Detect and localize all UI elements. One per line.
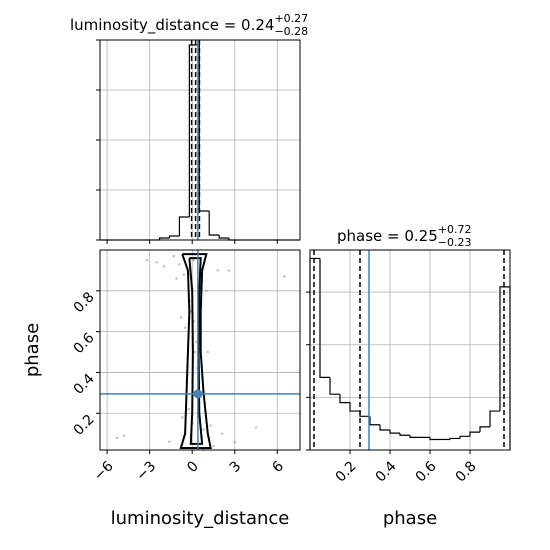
- x-tick-label: 3: [227, 458, 245, 476]
- hist-step: [499, 286, 511, 450]
- sample-point: [183, 326, 187, 329]
- x-tick-label: 0.8: [453, 458, 480, 485]
- sample-point: [193, 350, 197, 354]
- x-tick-label: 0.6: [413, 458, 440, 485]
- hist-step: [158, 237, 170, 240]
- hist-step: [218, 235, 230, 239]
- y-tick-label: 0.4: [71, 371, 98, 398]
- hist-step: [319, 258, 330, 378]
- sample-point: [205, 289, 208, 293]
- hist-step: [329, 377, 340, 395]
- hist-step: [469, 431, 480, 437]
- sample-point: [172, 254, 176, 258]
- sample-point: [209, 424, 212, 427]
- sample-point: [168, 440, 171, 444]
- sample-point: [220, 432, 224, 435]
- x-tick-label: 0.2: [333, 458, 360, 485]
- x-tick-label: −3: [133, 458, 159, 484]
- hist-step: [409, 435, 420, 438]
- hist-step: [449, 437, 460, 440]
- sample-point: [202, 428, 205, 431]
- sample-point: [178, 262, 181, 266]
- title-main: phase = 0.25: [337, 227, 438, 245]
- panel-title: luminosity_distance = 0.24+0.27 −0.28: [70, 12, 308, 38]
- hist-step: [389, 430, 400, 434]
- sample-point: [179, 316, 183, 319]
- contour: [179, 253, 212, 449]
- hist-step: [339, 394, 350, 404]
- y-axis-label: phase: [22, 323, 43, 377]
- hist-step: [399, 433, 410, 436]
- hist-step: [489, 410, 500, 427]
- sample-point: [175, 277, 178, 280]
- sample-point: [187, 407, 190, 411]
- sample-point: [145, 258, 149, 262]
- hist-step: [208, 211, 220, 236]
- hist-step: [459, 435, 470, 439]
- hist-step: [479, 426, 490, 433]
- sample-point: [192, 258, 195, 262]
- sample-point: [212, 444, 215, 448]
- title-minus: −0.23: [438, 236, 472, 249]
- sample-point: [122, 434, 126, 438]
- sample-point: [233, 440, 237, 444]
- hist-step: [369, 416, 380, 426]
- sample-point: [155, 260, 159, 264]
- hist-step: [429, 437, 440, 441]
- sample-point: [195, 340, 198, 344]
- sample-point: [206, 350, 210, 354]
- title-plus: +0.27: [274, 12, 308, 25]
- axes-frame: [99, 249, 301, 451]
- sample-point: [182, 273, 185, 276]
- hist-step: [309, 257, 320, 450]
- y-tick-label: 0.2: [71, 412, 98, 439]
- panel-title: phase = 0.25+0.72 −0.23: [337, 223, 472, 249]
- axes-frame: [99, 39, 301, 241]
- sample-point: [254, 426, 258, 429]
- axes-frame: [309, 249, 511, 451]
- x-tick-label: 6: [269, 458, 287, 476]
- title-main: luminosity_distance = 0.24: [70, 16, 274, 35]
- y-tick-label: 0.6: [71, 330, 98, 357]
- hist-step: [349, 402, 360, 412]
- sample-point: [283, 275, 286, 278]
- sample-point: [115, 436, 119, 440]
- title-plus: +0.72: [438, 223, 472, 236]
- x-tick-label: 0.4: [373, 458, 400, 485]
- sample-point: [162, 265, 166, 268]
- hist-step: [379, 424, 390, 431]
- x-tick-label: 0: [184, 458, 202, 476]
- sample-point: [180, 416, 184, 419]
- y-tick-label: 0.8: [71, 289, 98, 316]
- sample-point: [216, 269, 220, 272]
- hist-step: [198, 45, 210, 212]
- hist-step: [168, 235, 180, 238]
- x-tick-label: −6: [91, 458, 117, 484]
- x-axis-label: luminosity_distance: [111, 508, 290, 529]
- hist-step: [178, 216, 190, 236]
- sample-point: [227, 269, 231, 272]
- contour: [188, 257, 204, 445]
- x-axis-label: phase: [383, 508, 437, 529]
- title-minus: −0.28: [274, 25, 308, 38]
- truth-point: [193, 389, 203, 399]
